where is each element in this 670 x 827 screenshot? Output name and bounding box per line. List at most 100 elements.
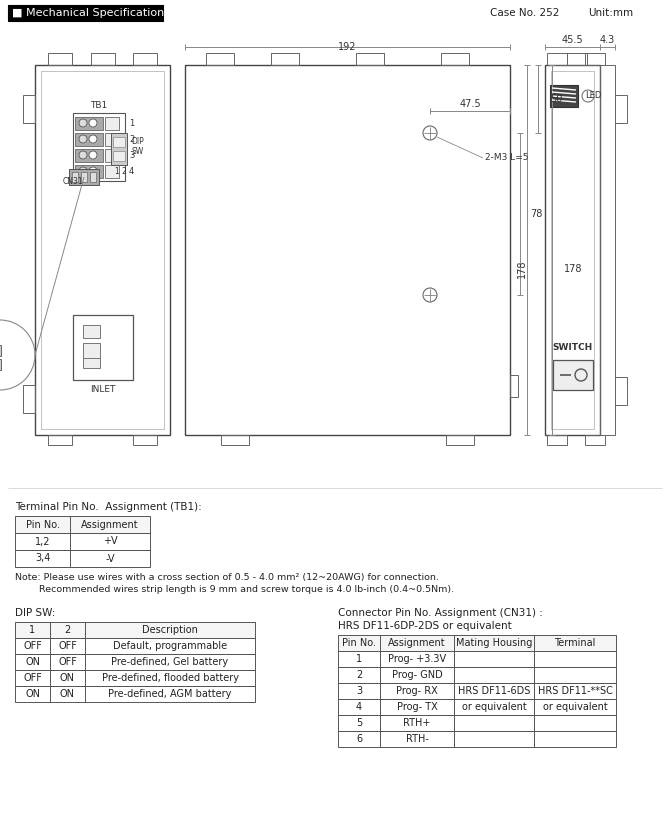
Text: Pre-defined, Gel battery: Pre-defined, Gel battery bbox=[111, 657, 228, 667]
Bar bbox=[547, 435, 567, 445]
Text: Recommended wires strip length is 9 mm and screw torque is 4.0 lb-inch (0.4~0.5N: Recommended wires strip length is 9 mm a… bbox=[15, 585, 454, 594]
Bar bbox=[69, 169, 99, 185]
Bar bbox=[15, 622, 255, 638]
Bar bbox=[15, 638, 255, 654]
Text: 4.3: 4.3 bbox=[600, 35, 615, 45]
Text: Pin No.: Pin No. bbox=[342, 638, 376, 648]
Bar bbox=[454, 667, 534, 683]
Bar bbox=[380, 715, 454, 731]
Bar bbox=[454, 683, 534, 699]
Bar bbox=[83, 325, 100, 338]
Text: Prog- TX: Prog- TX bbox=[397, 702, 438, 712]
Bar bbox=[510, 375, 518, 397]
Bar bbox=[111, 133, 127, 165]
Text: -V: -V bbox=[105, 553, 115, 563]
Circle shape bbox=[79, 167, 87, 175]
Bar bbox=[73, 315, 133, 380]
Text: OFF: OFF bbox=[23, 641, 42, 651]
Bar bbox=[271, 53, 299, 65]
Bar bbox=[15, 516, 150, 533]
Text: ON: ON bbox=[25, 657, 40, 667]
Bar bbox=[356, 53, 384, 65]
Text: 4: 4 bbox=[129, 166, 134, 175]
Text: ■ Mechanical Specification: ■ Mechanical Specification bbox=[12, 8, 164, 18]
Bar bbox=[0, 345, 1, 356]
Text: 192: 192 bbox=[338, 42, 356, 52]
Circle shape bbox=[79, 135, 87, 143]
Bar bbox=[113, 151, 125, 161]
Bar bbox=[338, 715, 380, 731]
Bar bbox=[615, 95, 627, 123]
Bar bbox=[615, 377, 627, 405]
Text: or equivalent: or equivalent bbox=[543, 702, 608, 712]
Bar bbox=[547, 53, 567, 65]
Bar bbox=[41, 71, 164, 429]
Text: Case No. 252: Case No. 252 bbox=[490, 8, 559, 18]
Bar bbox=[441, 53, 469, 65]
Bar bbox=[338, 651, 380, 667]
Bar bbox=[75, 165, 103, 178]
Text: 1 2: 1 2 bbox=[115, 166, 127, 175]
Bar bbox=[105, 117, 119, 130]
Text: RTH-: RTH- bbox=[405, 734, 428, 744]
Bar bbox=[380, 683, 454, 699]
Bar bbox=[48, 435, 72, 445]
Bar bbox=[380, 731, 454, 747]
Text: TB1: TB1 bbox=[90, 101, 108, 109]
Bar bbox=[91, 53, 115, 65]
Bar bbox=[15, 686, 255, 702]
Text: INLET: INLET bbox=[90, 385, 116, 394]
Bar bbox=[221, 435, 249, 445]
Bar bbox=[454, 651, 534, 667]
Circle shape bbox=[79, 151, 87, 159]
Bar bbox=[380, 651, 454, 667]
Text: Note: Please use wires with a cross section of 0.5 - 4.0 mm² (12~20AWG) for conn: Note: Please use wires with a cross sect… bbox=[15, 573, 439, 582]
Circle shape bbox=[89, 135, 97, 143]
Bar bbox=[75, 133, 103, 146]
Text: Pre-defined, AGM battery: Pre-defined, AGM battery bbox=[109, 689, 232, 699]
Text: OFF: OFF bbox=[58, 641, 77, 651]
Text: HRS DF11-**SC: HRS DF11-**SC bbox=[537, 686, 612, 696]
Text: 178: 178 bbox=[564, 264, 582, 274]
Text: 47.5: 47.5 bbox=[459, 99, 481, 109]
Text: Prog- RX: Prog- RX bbox=[396, 686, 438, 696]
Text: ON: ON bbox=[60, 689, 75, 699]
Text: SW: SW bbox=[131, 146, 143, 155]
Bar bbox=[454, 715, 534, 731]
Circle shape bbox=[79, 119, 87, 127]
Bar bbox=[380, 667, 454, 683]
Text: 2: 2 bbox=[356, 670, 362, 680]
Bar bbox=[534, 715, 616, 731]
Bar bbox=[534, 731, 616, 747]
Text: Terminal: Terminal bbox=[554, 638, 596, 648]
Bar bbox=[185, 65, 510, 435]
Bar bbox=[553, 360, 593, 390]
Circle shape bbox=[89, 119, 97, 127]
Bar bbox=[8, 5, 163, 21]
Bar bbox=[83, 343, 100, 363]
Bar bbox=[551, 71, 594, 429]
Text: HRS DF11-6DP-2DS or equivalent: HRS DF11-6DP-2DS or equivalent bbox=[338, 621, 512, 631]
Circle shape bbox=[89, 167, 97, 175]
Bar bbox=[206, 53, 234, 65]
Text: Default, programmable: Default, programmable bbox=[113, 641, 227, 651]
Bar bbox=[15, 550, 150, 567]
Text: Pre-defined, flooded battery: Pre-defined, flooded battery bbox=[101, 673, 239, 683]
Text: 2: 2 bbox=[64, 625, 70, 635]
Text: 3: 3 bbox=[356, 686, 362, 696]
Bar bbox=[90, 172, 96, 182]
Text: 78: 78 bbox=[530, 209, 543, 219]
Bar bbox=[534, 683, 616, 699]
Bar bbox=[534, 699, 616, 715]
Text: DIP SW:: DIP SW: bbox=[15, 608, 56, 618]
Bar bbox=[105, 165, 119, 178]
Bar bbox=[113, 137, 125, 147]
Bar bbox=[133, 435, 157, 445]
Text: Assignment: Assignment bbox=[81, 519, 139, 529]
Bar bbox=[534, 667, 616, 683]
Text: or equivalent: or equivalent bbox=[462, 702, 527, 712]
Text: 45.5: 45.5 bbox=[561, 35, 584, 45]
Text: HRS DF11-6DS: HRS DF11-6DS bbox=[458, 686, 530, 696]
Text: CN31: CN31 bbox=[63, 176, 84, 185]
Bar bbox=[338, 683, 380, 699]
